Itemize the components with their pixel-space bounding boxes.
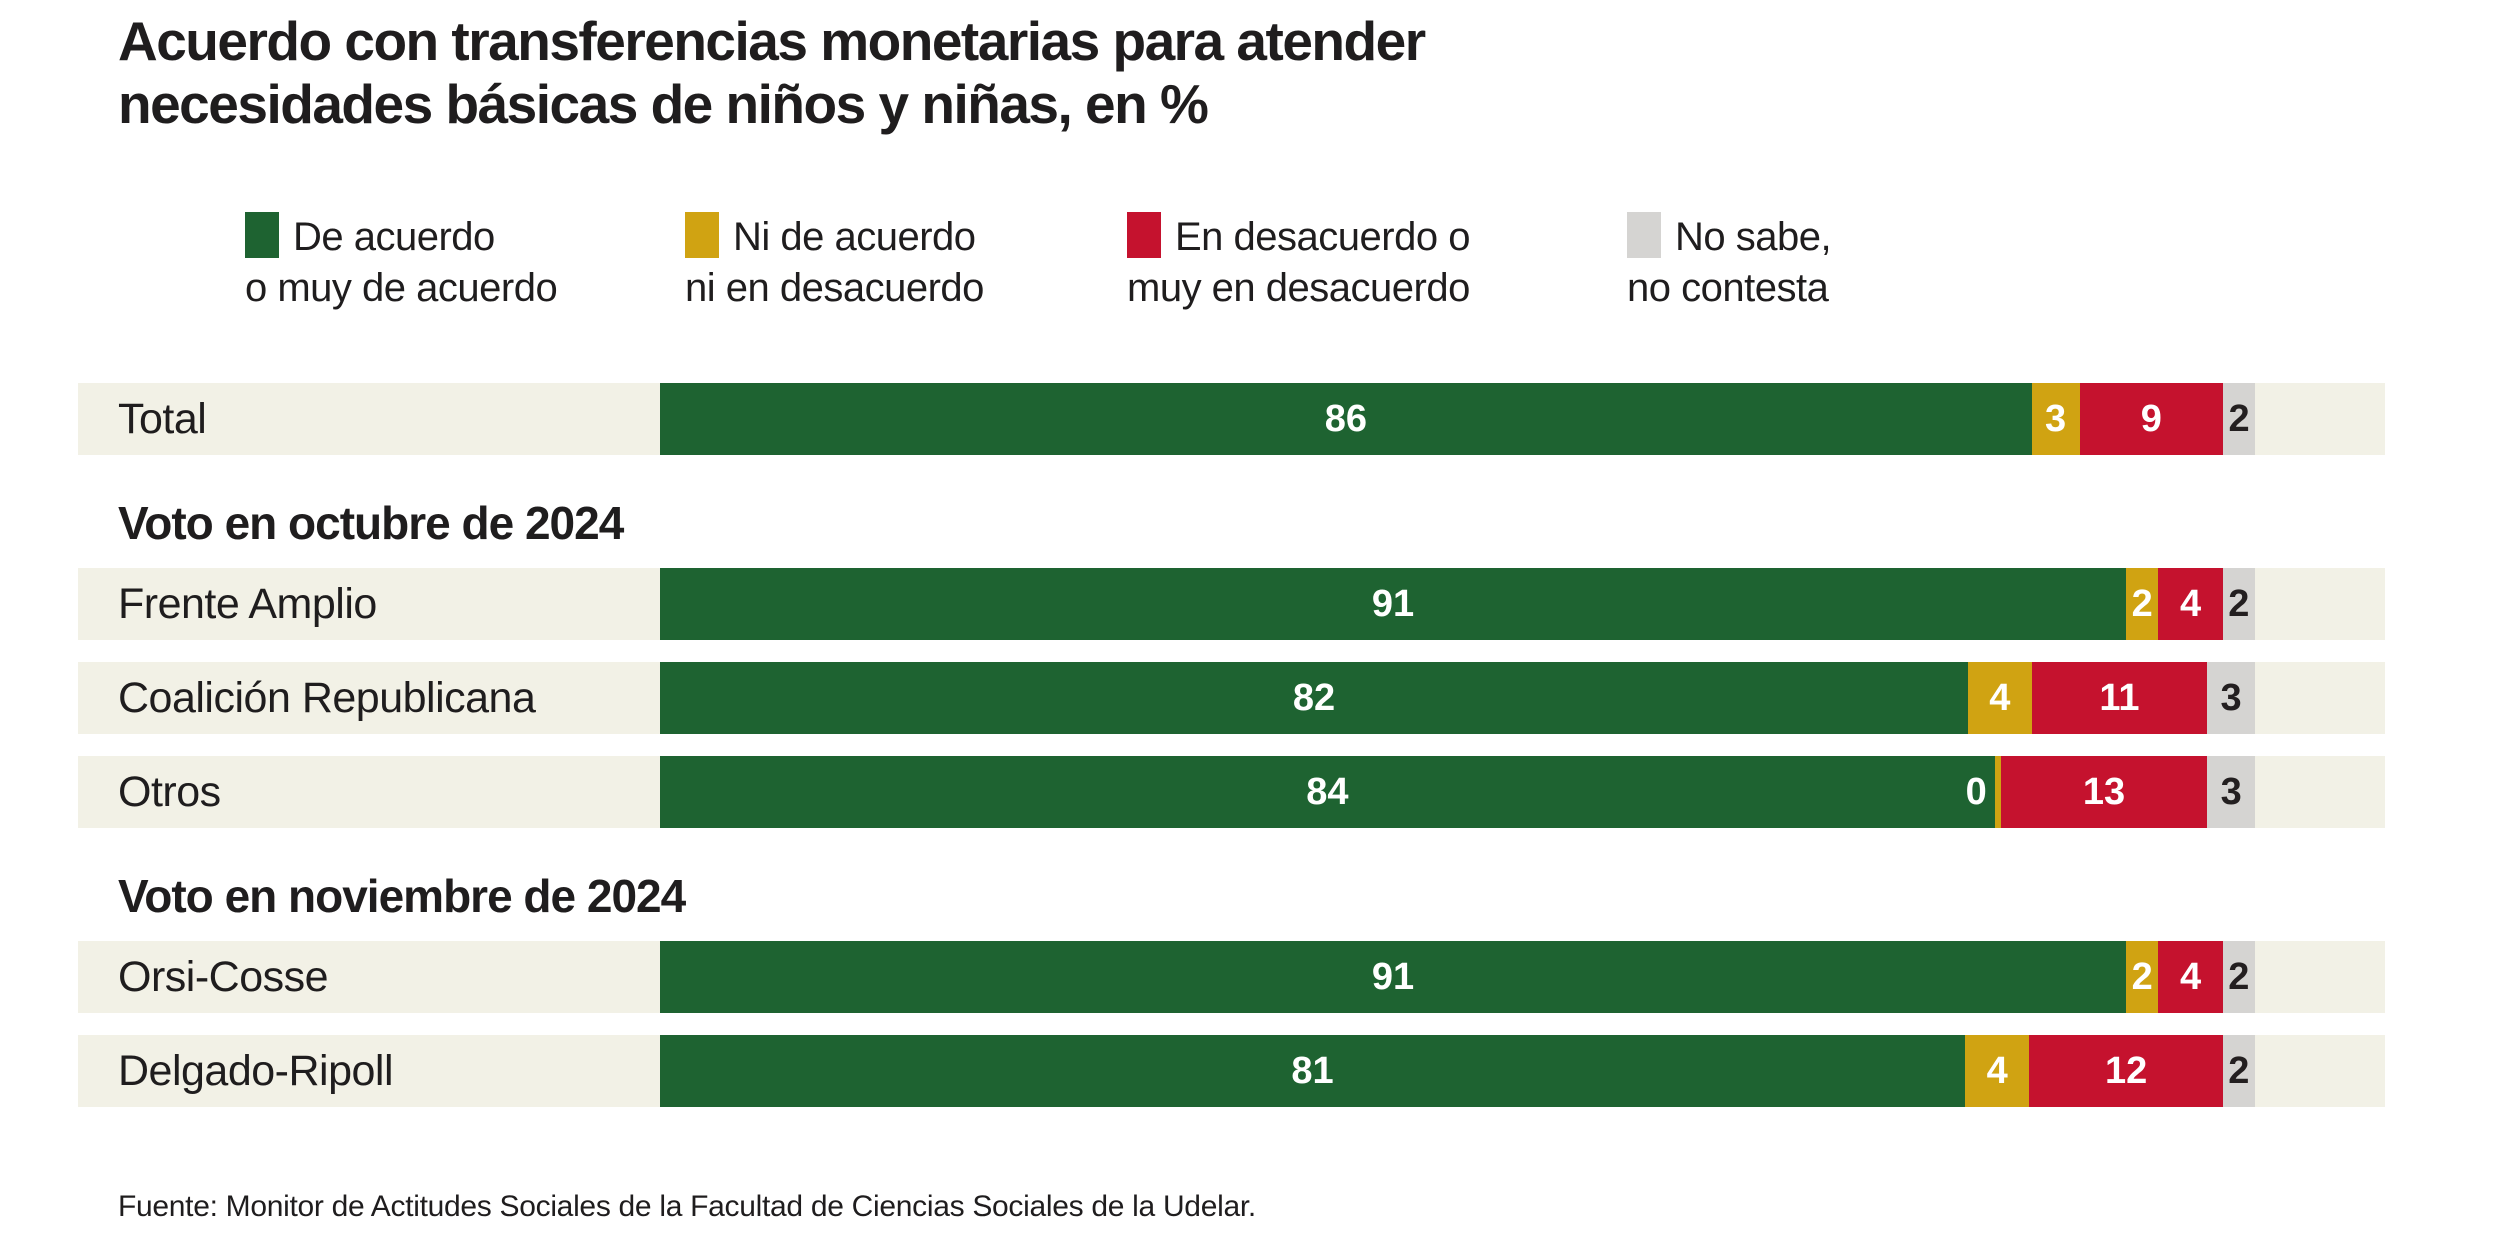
legend-item-de-acuerdo: De acuerdo o muy de acuerdo <box>245 212 558 314</box>
bar-segment-no-sabe: 2 <box>2222 1035 2255 1107</box>
bar-segment-de-acuerdo: 86 <box>660 383 2032 455</box>
bar-track: 81 4 12 2 <box>660 1035 2255 1107</box>
bar-value-label: 2 <box>2131 956 2153 998</box>
bar-segment-en-desacuerdo: 9 <box>2079 383 2224 455</box>
row-label: Otros <box>118 767 221 816</box>
bar-value-label: 2 <box>2228 398 2250 440</box>
bar-row: Total 86 3 9 2 <box>78 383 2385 455</box>
legend-item-no-sabe: No sabe, no contesta <box>1627 212 1832 314</box>
bar-segment-ni-acuerdo-ni-desacuerdo: 0 <box>1966 756 2001 828</box>
bar-track: 91 2 4 2 <box>660 568 2255 640</box>
bar-row: Coalición Republicana 82 4 11 3 <box>78 662 2385 734</box>
bar-track: 82 4 11 3 <box>660 662 2255 734</box>
row-label: Coalición Republicana <box>118 673 536 722</box>
row-label: Delgado-Ripoll <box>118 1046 394 1095</box>
bar-row: Orsi-Cosse 91 2 4 2 <box>78 941 2385 1013</box>
legend-item-ni-acuerdo: Ni de acuerdo ni en desacuerdo <box>685 212 984 314</box>
section-label: Voto en noviembre de 2024 <box>118 869 686 922</box>
legend-label-line1: En desacuerdo o <box>1175 215 1470 259</box>
bar-segment-no-sabe: 3 <box>2207 662 2255 734</box>
bar-value-label: 91 <box>1371 583 1415 625</box>
bar-value-label: 2 <box>2131 583 2153 625</box>
section-header: Voto en octubre de 2024 <box>78 477 2385 568</box>
bar-value-label: 0 <box>1965 771 1987 813</box>
bar-value-label: 91 <box>1371 956 1415 998</box>
bar-value-label: 4 <box>1989 677 2011 719</box>
bar-segment-de-acuerdo: 82 <box>660 662 1968 734</box>
row-label: Orsi-Cosse <box>118 952 329 1001</box>
bar-value-label: 4 <box>2179 956 2202 998</box>
bar-segment-de-acuerdo: 84 <box>660 756 1995 828</box>
bar-value-label: 4 <box>2179 583 2202 625</box>
bar-value-label: 82 <box>1292 677 1336 719</box>
legend: De acuerdo o muy de acuerdo Ni de acuerd… <box>0 212 2514 322</box>
chart-rows: Total 86 3 9 2 Voto en octubre de 2024 Fren… <box>78 383 2385 1129</box>
section-header: Voto en noviembre de 2024 <box>78 850 2385 941</box>
bar-segment-en-desacuerdo: 12 <box>2029 1035 2223 1107</box>
legend-label-line1: Ni de acuerdo <box>733 215 976 259</box>
chart-title-line1: Acuerdo con transferencias monetarias pa… <box>118 10 1426 72</box>
bar-value-label: 2 <box>2228 1050 2250 1092</box>
bar-value-label: 81 <box>1291 1050 1334 1092</box>
bar-segment-ni-acuerdo-ni-desacuerdo: 4 <box>1965 1035 2030 1107</box>
source-note: Fuente: Monitor de Actitudes Sociales de… <box>118 1190 1256 1223</box>
chart-title: Acuerdo con transferencias monetarias pa… <box>118 10 1426 136</box>
bar-value-label: 12 <box>2104 1050 2148 1092</box>
bar-segment-no-sabe: 2 <box>2223 383 2255 455</box>
bar-track: 91 2 4 2 <box>660 941 2255 1013</box>
bar-value-label: 3 <box>2220 771 2242 813</box>
bar-row: Otros 84 0 13 3 <box>78 756 2385 828</box>
legend-label-line2: o muy de acuerdo <box>245 266 558 310</box>
legend-swatch-red-icon <box>1127 212 1161 258</box>
legend-swatch-gold-icon <box>685 212 719 258</box>
legend-item-en-desacuerdo: En desacuerdo o muy en desacuerdo <box>1127 212 1470 314</box>
legend-swatch-green-icon <box>245 212 279 258</box>
section-label: Voto en octubre de 2024 <box>118 496 624 549</box>
bar-track: 84 0 13 3 <box>660 756 2255 828</box>
legend-label-line1: No sabe, <box>1675 215 1832 259</box>
legend-label-line2: muy en desacuerdo <box>1127 266 1470 310</box>
chart-title-line2: necesidades básicas de niños y niñas, en… <box>118 73 1209 135</box>
bar-value-label: 2 <box>2228 583 2250 625</box>
bar-row: Frente Amplio 91 2 4 2 <box>78 568 2385 640</box>
legend-label-line1: De acuerdo <box>293 215 495 259</box>
bar-segment-en-desacuerdo: 11 <box>2031 662 2208 734</box>
bar-segment-ni-acuerdo-ni-desacuerdo: 4 <box>1967 662 2032 734</box>
bar-value-label: 84 <box>1306 771 1349 813</box>
bar-segment-de-acuerdo: 91 <box>660 568 2127 640</box>
bar-segment-ni-acuerdo-ni-desacuerdo: 2 <box>2126 568 2159 640</box>
bar-segment-de-acuerdo: 81 <box>660 1035 1965 1107</box>
bar-segment-no-sabe: 3 <box>2207 756 2255 828</box>
bar-segment-ni-acuerdo-ni-desacuerdo: 2 <box>2126 941 2159 1013</box>
legend-label-line2: ni en desacuerdo <box>685 266 984 310</box>
bar-segment-en-desacuerdo: 4 <box>2158 941 2223 1013</box>
bar-value-label: 9 <box>2140 398 2162 440</box>
row-label: Frente Amplio <box>118 579 377 628</box>
bar-row: Delgado-Ripoll 81 4 12 2 <box>78 1035 2385 1107</box>
bar-value-label: 2 <box>2228 956 2250 998</box>
bar-segment-no-sabe: 2 <box>2222 941 2255 1013</box>
bar-value-label: 11 <box>2099 677 2140 719</box>
bar-segment-en-desacuerdo: 4 <box>2158 568 2223 640</box>
bar-segment-no-sabe: 2 <box>2222 568 2255 640</box>
bar-value-label: 3 <box>2045 398 2067 440</box>
bar-segment-en-desacuerdo: 13 <box>2000 756 2208 828</box>
bar-value-label: 13 <box>2082 771 2126 813</box>
bar-value-label: 86 <box>1324 398 1367 440</box>
row-label: Total <box>118 394 207 443</box>
legend-swatch-gray-icon <box>1627 212 1661 258</box>
bar-track: 86 3 9 2 <box>660 383 2255 455</box>
bar-value-label: 3 <box>2220 677 2242 719</box>
bar-segment-ni-acuerdo-ni-desacuerdo: 3 <box>2031 383 2080 455</box>
legend-label-line2: no contesta <box>1627 266 1829 310</box>
bar-segment-de-acuerdo: 91 <box>660 941 2127 1013</box>
bar-value-label: 4 <box>1986 1050 2008 1092</box>
